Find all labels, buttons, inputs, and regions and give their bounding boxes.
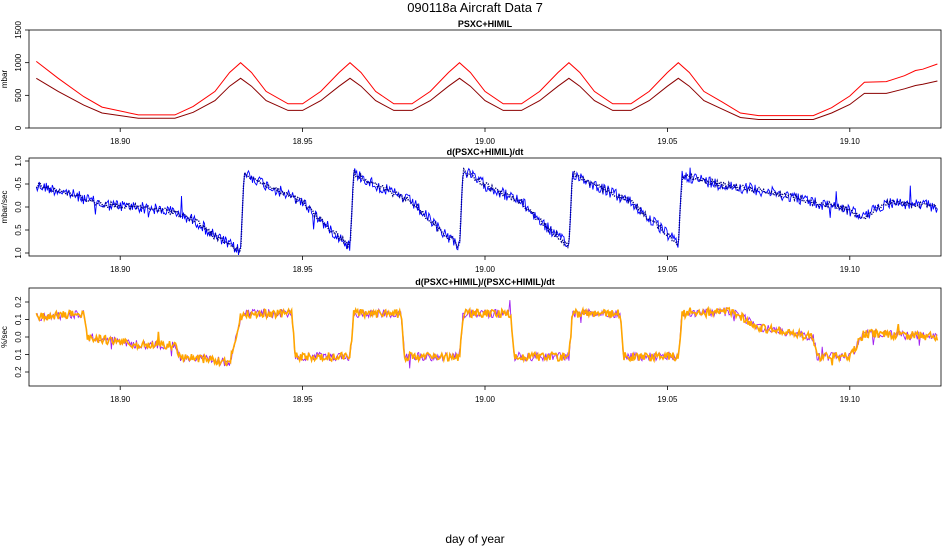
y-tick-label: -0.5 [14, 177, 23, 191]
y-axis-label: mbar [0, 70, 9, 89]
panel-title: d(PSXC+HIMIL)/dt [447, 147, 524, 157]
x-tick-label: 18.95 [293, 395, 314, 404]
x-tick-label: 19.00 [475, 265, 496, 274]
x-tick-label: 19.10 [840, 137, 861, 146]
x-tick-label: 19.10 [840, 395, 861, 404]
y-tick-label: 0.2 [14, 296, 23, 308]
panel-2: d(PSXC+HIMIL)/dt mbar/sec 1.0 -0.5 0.0 0.5 1.0… [0, 147, 942, 274]
x-tick-label: 18.90 [110, 137, 131, 146]
y-tick-label: 1.0 [14, 155, 23, 167]
plot-frame [28, 287, 942, 387]
x-tick-label: 18.90 [110, 265, 131, 274]
plot-area [35, 300, 939, 369]
y-tick-label: 0.0 [14, 331, 23, 343]
x-tick-label: 19.10 [840, 265, 861, 274]
plot-area [35, 61, 938, 120]
series-line [35, 305, 939, 368]
y-tick-label: 0.5 [14, 224, 23, 236]
series-markers [36, 167, 938, 254]
x-axis-label: day of year [445, 532, 504, 546]
panel-title: d(PSXC+HIMIL)/(PSXC+HIMIL)/dt [415, 277, 555, 287]
y-tick-label: 1.0 [14, 247, 23, 259]
x-tick-label: 19.05 [657, 137, 678, 146]
y-tick-label: 0.1 [14, 313, 23, 325]
x-tick-label: 18.90 [110, 395, 131, 404]
x-tick-label: 18.95 [293, 137, 314, 146]
y-tick-label: 0.0 [14, 201, 23, 213]
series-line [35, 61, 938, 117]
panel-1: PSXC+HIMIL mbar 0 500 1000 1500 18.90 18.95 19.0… [0, 19, 942, 146]
x-tick-label: 18.95 [293, 265, 314, 274]
y-axis-label: %/sec [0, 326, 9, 348]
y-tick-label: 500 [14, 88, 23, 102]
panel-3: d(PSXC+HIMIL)/(PSXC+HIMIL)/dt %/sec 0.2 0.1… [0, 277, 942, 404]
figure-title: 090118a Aircraft Data 7 [407, 0, 543, 15]
plot-frame [28, 157, 942, 257]
x-tick-label: 19.05 [657, 395, 678, 404]
panel-title: PSXC+HIMIL [458, 19, 513, 29]
x-tick-label: 19.00 [475, 137, 496, 146]
x-tick-label: 19.05 [657, 265, 678, 274]
y-tick-label: 1500 [14, 21, 23, 39]
series-line [35, 167, 938, 255]
y-tick-label: 1000 [14, 53, 23, 71]
series-line [36, 77, 938, 120]
y-tick-label: 0.1 [14, 348, 23, 360]
panels: PSXC+HIMIL mbar 0 500 1000 1500 18.90 18.95 19.0… [0, 19, 942, 404]
y-tick-label: 0.2 [14, 366, 23, 378]
x-tick-label: 19.00 [475, 395, 496, 404]
y-axis-label: mbar/sec [0, 191, 9, 224]
plot-frame [28, 29, 942, 129]
y-tick-label: 0 [14, 125, 23, 130]
plot-area [35, 167, 938, 255]
